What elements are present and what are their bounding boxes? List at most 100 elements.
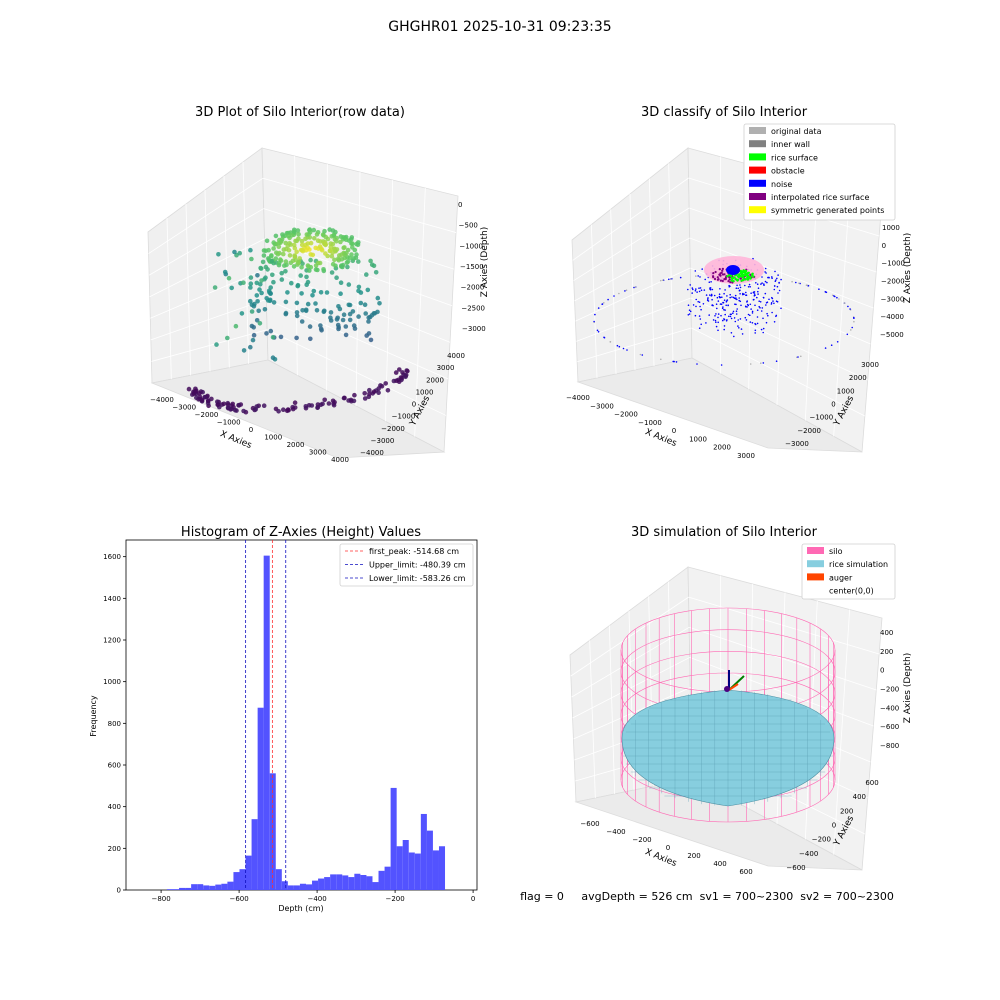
p1-point (278, 334, 284, 340)
p2-noise-point (776, 301, 779, 303)
p2-noise-point (698, 287, 700, 290)
p1-point (299, 238, 305, 244)
p2-noise-point (770, 303, 773, 305)
p1-point (336, 256, 341, 262)
p2-x-tick: 1000 (689, 435, 707, 443)
p4-z-tick: −600 (880, 723, 899, 731)
p2-noise-point (761, 282, 763, 284)
p2-legend-label: inner wall (771, 140, 810, 149)
p1-point (368, 337, 374, 343)
hist-bar (426, 830, 433, 891)
p1-point (365, 287, 371, 293)
p2-y-tick: 2000 (849, 374, 867, 382)
p2-x-tick: −4000 (566, 394, 590, 402)
p2-interp-point (721, 267, 725, 270)
p1-point (248, 281, 254, 287)
p1-point (225, 402, 231, 407)
p2-noise-point (745, 291, 747, 294)
panel1-z-ticks: 0 −500 −1000 −1500 −2000 −2500 −3000 (458, 201, 486, 333)
p1-point (297, 256, 303, 261)
p1-point (294, 313, 300, 319)
p1-y-tick: 0 (412, 401, 416, 409)
p1-point (314, 308, 320, 313)
p4-z-tick: −200 (880, 686, 899, 694)
p2-noise-point (756, 316, 759, 318)
p1-point (356, 259, 361, 264)
p1-y-tick: 1000 (416, 388, 434, 396)
p1-point (205, 398, 211, 403)
p2-interp-point (717, 278, 720, 281)
p1-point (254, 318, 260, 323)
p1-point (398, 375, 404, 380)
p2-noise-point (737, 319, 739, 321)
p1-x-tick: −2000 (195, 411, 219, 419)
p1-point (403, 373, 408, 379)
p2-noise-point (705, 322, 707, 324)
p1-point (350, 309, 356, 314)
hist-bar (185, 887, 192, 890)
panel2-scatter-points (593, 256, 855, 366)
p2-noise-point (761, 307, 764, 309)
p2-noise-point (722, 319, 724, 322)
p1-point (268, 328, 274, 334)
p1-x-tick: 0 (249, 426, 253, 434)
p2-ring-point (639, 353, 642, 356)
hist-bar (191, 884, 198, 890)
p2-ring-point (624, 290, 626, 292)
p2-rice-point (740, 275, 743, 278)
p2-ring-point (625, 289, 628, 292)
panel-raw-data: 3D Plot of Silo Interior(row data) −4000… (147, 105, 490, 464)
p1-point (214, 342, 219, 347)
p1-point (281, 407, 286, 413)
p2-ring-point (593, 320, 595, 323)
p2-x-tick: 3000 (737, 452, 755, 460)
p2-y-tick: −1000 (809, 414, 833, 422)
p2-legend-label: symmetric generated points (771, 206, 884, 215)
p2-noise-point (700, 289, 703, 292)
p2-z-tick: −2000 (881, 278, 905, 286)
hist-ytick-label: 1000 (103, 678, 121, 686)
p1-point (400, 370, 405, 375)
p1-point (229, 285, 234, 291)
hist-legend-label: Lower_limit: -583.26 cm (369, 574, 466, 583)
p1-point (254, 280, 260, 286)
p1-point (266, 256, 271, 261)
p1-point (226, 275, 232, 281)
p1-point (376, 390, 381, 396)
p1-point (281, 251, 286, 257)
p2-noise-point (762, 331, 764, 334)
p2-noise-point (766, 281, 768, 284)
p2-noise-point (723, 292, 725, 295)
p2-ring-point (831, 294, 834, 297)
p2-noise-point (729, 293, 731, 296)
p1-point (307, 268, 312, 273)
p1-point (287, 253, 293, 258)
p1-point (340, 317, 346, 323)
p4-y-tick: −400 (799, 850, 818, 858)
hist-bar (330, 874, 337, 891)
p1-point (339, 257, 345, 262)
p1-point (354, 241, 359, 247)
p2-noise-point (747, 286, 750, 288)
p2-noise-point (751, 312, 754, 314)
p1-point (328, 244, 334, 250)
p2-noise-point (723, 299, 726, 302)
p1-x-tick: −1000 (217, 419, 241, 427)
p2-noise-point (724, 313, 726, 316)
p2-legend-swatch (749, 127, 766, 134)
p2-noise-point (720, 314, 722, 317)
p2-noise-point (699, 318, 702, 320)
p2-noise-point (758, 305, 760, 308)
p2-noise-point (703, 289, 706, 291)
hist-ytick-label: 1400 (103, 595, 121, 603)
p1-y-tick: 2000 (426, 376, 444, 384)
p2-noise-point (746, 306, 748, 308)
p2-rice-point (730, 279, 733, 282)
p2-noise-point (711, 298, 713, 301)
p1-point (298, 247, 304, 253)
p4-y-tick: −600 (786, 864, 805, 872)
p2-noise-point (729, 285, 731, 288)
p2-ring-point (597, 331, 600, 333)
p1-point (308, 257, 313, 263)
p2-interp-point (724, 276, 728, 279)
